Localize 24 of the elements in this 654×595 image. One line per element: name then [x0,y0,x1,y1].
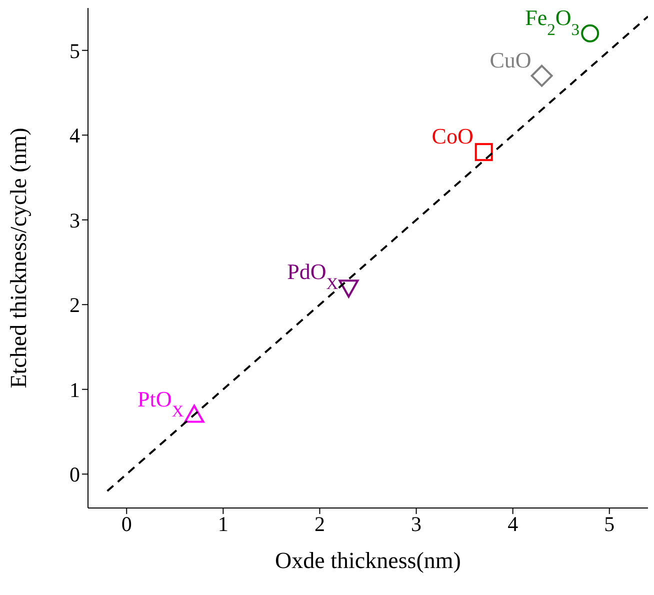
point [184,404,204,423]
x-tick-label: 2 [314,512,325,536]
y-tick-label: 3 [70,208,80,232]
y-tick-label: 2 [70,293,80,318]
point [474,143,493,162]
series-label: CoO [432,124,474,149]
point [581,24,600,42]
x-tick-label: 1 [218,512,228,536]
point [338,280,359,298]
point [530,64,553,87]
y-tick-label: 4 [70,124,80,148]
y-axis-title: Etched thickness/cycle (nm) [6,128,32,388]
y-tick-label: 5 [70,38,80,63]
series-label: PtO$_{X}$ [138,386,184,420]
y-tick-label: 0 [70,462,80,487]
x-tick-label: 3 [411,512,422,536]
x-tick-label: 0 [121,512,132,536]
y-tick-label: 1 [70,378,80,402]
x-axis-title: Oxde thickness(nm) [275,548,461,573]
series-label: CuO [490,47,532,72]
series-label: PdO$_{X}$ [287,259,338,293]
x-tick-label: 4 [508,512,519,536]
x-tick-label: 5 [604,512,615,536]
series-label: Fe$_{2}$O$_{3}$ [525,4,580,38]
